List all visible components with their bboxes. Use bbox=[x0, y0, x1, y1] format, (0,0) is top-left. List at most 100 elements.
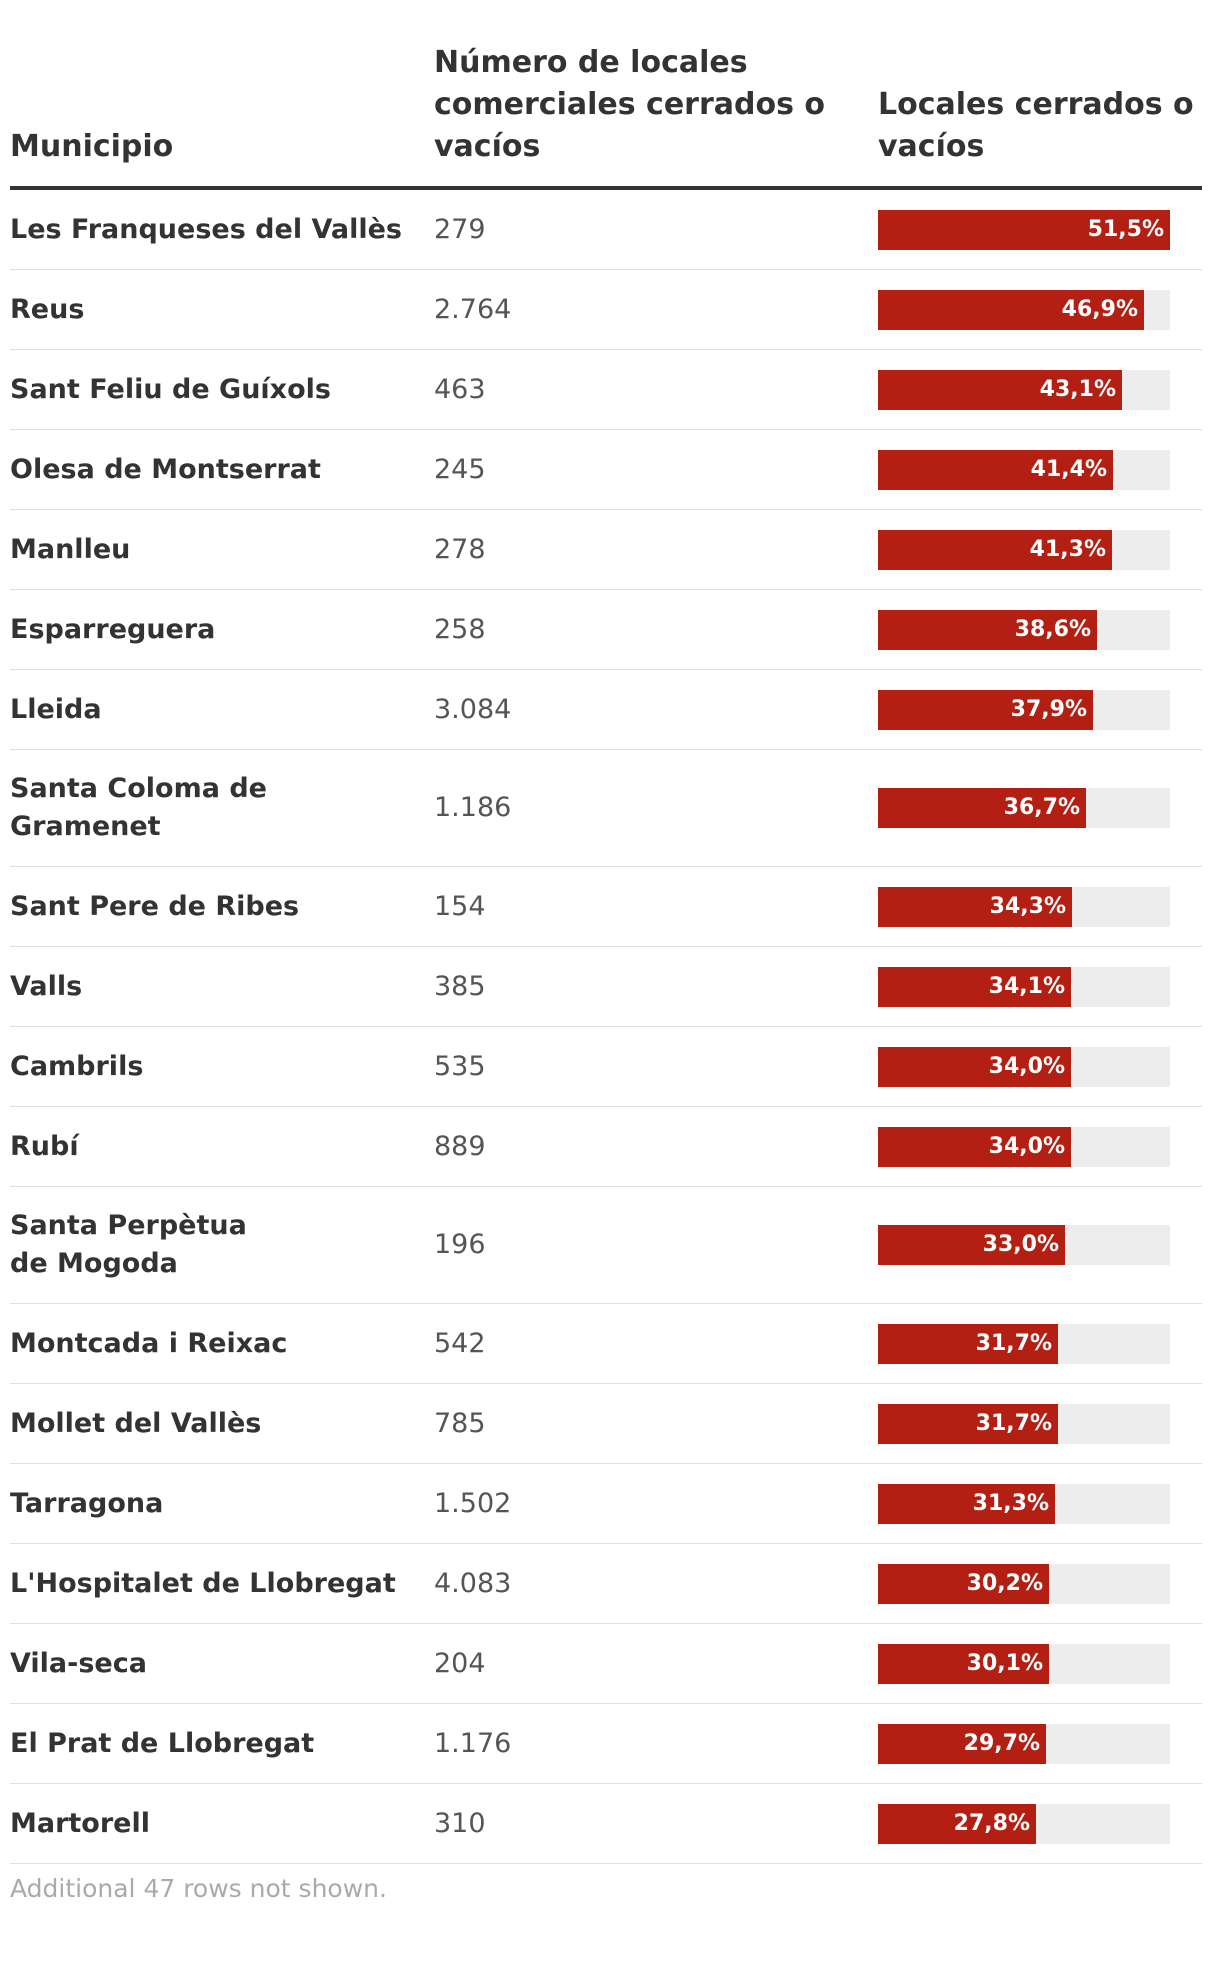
count-cell: 4.083 bbox=[434, 1567, 512, 1599]
count-cell: 1.186 bbox=[434, 792, 512, 823]
percentage-label: 34,3% bbox=[989, 893, 1066, 919]
percentage-label: 34,0% bbox=[988, 1053, 1065, 1079]
count-cell: 196 bbox=[434, 1229, 486, 1260]
percentage-bar: 27,8% bbox=[878, 1803, 1036, 1844]
percentage-bar-track: 41,3% bbox=[878, 529, 1170, 570]
count-cell: 463 bbox=[434, 373, 486, 405]
table-row: Lleida 3.084 37,9% bbox=[10, 670, 1202, 750]
count-cell: 1.176 bbox=[434, 1727, 512, 1759]
count-cell: 258 bbox=[434, 613, 486, 645]
percentage-label: 41,3% bbox=[1029, 536, 1106, 562]
municipio-cell: Montcada i Reixac bbox=[10, 1327, 288, 1359]
percentage-bar: 41,3% bbox=[878, 529, 1112, 570]
percentage-bar-track: 34,3% bbox=[878, 886, 1170, 927]
table-row: L'Hospitalet de Llobregat 4.083 30,2% bbox=[10, 1544, 1202, 1624]
percentage-label: 41,4% bbox=[1030, 456, 1107, 482]
table-row: Les Franqueses del Vallès 279 51,5% bbox=[10, 190, 1202, 270]
percentage-bar-track: 34,0% bbox=[878, 1046, 1170, 1087]
percentage-bar: 46,9% bbox=[878, 289, 1144, 330]
percentage-label: 31,7% bbox=[975, 1330, 1052, 1356]
municipio-cell: Manlleu bbox=[10, 533, 131, 565]
percentage-bar-track: 34,0% bbox=[878, 1126, 1170, 1167]
table-row: Olesa de Montserrat 245 41,4% bbox=[10, 430, 1202, 510]
count-cell: 279 bbox=[434, 213, 486, 245]
count-cell: 889 bbox=[434, 1130, 486, 1162]
municipio-cell: L'Hospitalet de Llobregat bbox=[10, 1567, 396, 1599]
percentage-label: 36,7% bbox=[1003, 795, 1080, 820]
percentage-bar: 51,5% bbox=[878, 209, 1170, 250]
table-row: Esparreguera 258 38,6% bbox=[10, 590, 1202, 670]
percentage-label: 33,0% bbox=[982, 1232, 1059, 1257]
rows-not-shown-note: Additional 47 rows not shown. bbox=[10, 1874, 387, 1903]
percentage-bar-track: 38,6% bbox=[878, 609, 1170, 650]
count-cell: 278 bbox=[434, 533, 486, 565]
table-row: Rubí 889 34,0% bbox=[10, 1107, 1202, 1187]
percentage-label: 38,6% bbox=[1014, 616, 1091, 642]
municipio-cell: Tarragona bbox=[10, 1487, 164, 1519]
municipio-cell: Mollet del Vallès bbox=[10, 1407, 262, 1439]
municipio-cell: Sant Feliu de Guíxols bbox=[10, 373, 331, 405]
count-cell: 154 bbox=[434, 890, 486, 922]
percentage-label: 30,2% bbox=[966, 1570, 1043, 1596]
municipio-cell: Lleida bbox=[10, 693, 102, 725]
percentage-label: 37,9% bbox=[1010, 696, 1087, 722]
table-row: Sant Feliu de Guíxols 463 43,1% bbox=[10, 350, 1202, 430]
table-body: Les Franqueses del Vallès 279 51,5% Reus 2.7… bbox=[10, 190, 1202, 1864]
municipio-cell: Les Franqueses del Vallès bbox=[10, 213, 403, 245]
percentage-bar-track: 30,2% bbox=[878, 1563, 1170, 1604]
table-row: Reus 2.764 46,9% bbox=[10, 270, 1202, 350]
municipio-cell: Sant Pere de Ribes bbox=[10, 890, 300, 922]
header-count[interactable]: Número de locales comerciales cerrados o… bbox=[434, 45, 825, 164]
percentage-bar-track: 51,5% bbox=[878, 209, 1170, 250]
percentage-bar-track: 46,9% bbox=[878, 289, 1170, 330]
percentage-bar-track: 27,8% bbox=[878, 1803, 1170, 1844]
percentage-bar-track: 31,7% bbox=[878, 1403, 1170, 1444]
count-cell: 535 bbox=[434, 1050, 486, 1082]
count-cell: 385 bbox=[434, 970, 486, 1002]
percentage-bar: 29,7% bbox=[878, 1723, 1046, 1764]
count-cell: 2.764 bbox=[434, 293, 512, 325]
percentage-label: 30,1% bbox=[966, 1650, 1043, 1676]
percentage-bar-track: 43,1% bbox=[878, 369, 1170, 410]
count-cell: 1.502 bbox=[434, 1487, 512, 1519]
percentage-bar-track: 34,1% bbox=[878, 966, 1170, 1007]
percentage-bar: 30,2% bbox=[878, 1563, 1049, 1604]
percentage-bar: 31,3% bbox=[878, 1483, 1055, 1524]
municipio-cell: Martorell bbox=[10, 1807, 150, 1839]
count-cell: 3.084 bbox=[434, 693, 512, 725]
percentage-bar: 38,6% bbox=[878, 609, 1097, 650]
municipio-cell: Olesa de Montserrat bbox=[10, 453, 321, 485]
percentage-bar-track: 41,4% bbox=[878, 449, 1170, 490]
percentage-bar: 31,7% bbox=[878, 1323, 1058, 1364]
percentage-label: 34,0% bbox=[988, 1133, 1065, 1159]
percentage-label: 46,9% bbox=[1061, 296, 1138, 322]
percentage-label: 43,1% bbox=[1039, 376, 1116, 402]
table-header: Municipio Número de locales comerciales … bbox=[10, 0, 1202, 190]
municipio-cell: Santa Coloma de Gramenet bbox=[10, 773, 267, 842]
municipio-cell: El Prat de Llobregat bbox=[10, 1727, 315, 1759]
count-cell: 542 bbox=[434, 1327, 486, 1359]
percentage-bar: 34,3% bbox=[878, 886, 1072, 927]
table-row: Santa Perpètua de Mogoda 196 33,0% bbox=[10, 1187, 1202, 1304]
header-percentage[interactable]: Locales cerrados o vacíos bbox=[878, 87, 1194, 164]
count-cell: 310 bbox=[434, 1807, 486, 1839]
count-cell: 245 bbox=[434, 453, 486, 485]
header-municipio[interactable]: Municipio bbox=[10, 129, 174, 164]
percentage-bar-track: 33,0% bbox=[878, 1225, 1170, 1265]
percentage-bar: 43,1% bbox=[878, 369, 1122, 410]
table-row: Martorell 310 27,8% bbox=[10, 1784, 1202, 1864]
percentage-bar: 37,9% bbox=[878, 689, 1093, 730]
table-row: Valls 385 34,1% bbox=[10, 947, 1202, 1027]
municipio-cell: Reus bbox=[10, 293, 85, 325]
percentage-label: 31,3% bbox=[972, 1490, 1049, 1516]
percentage-bar: 34,1% bbox=[878, 966, 1071, 1007]
percentage-bar: 31,7% bbox=[878, 1403, 1058, 1444]
table-row: Manlleu 278 41,3% bbox=[10, 510, 1202, 590]
municipio-cell: Cambrils bbox=[10, 1050, 144, 1082]
percentage-bar: 33,0% bbox=[878, 1225, 1065, 1265]
municipio-cell: Vila-seca bbox=[10, 1647, 147, 1679]
percentage-bar-track: 37,9% bbox=[878, 689, 1170, 730]
count-cell: 785 bbox=[434, 1407, 486, 1439]
table-row: Vila-seca 204 30,1% bbox=[10, 1624, 1202, 1704]
data-table: Municipio Número de locales comerciales … bbox=[10, 0, 1202, 1864]
